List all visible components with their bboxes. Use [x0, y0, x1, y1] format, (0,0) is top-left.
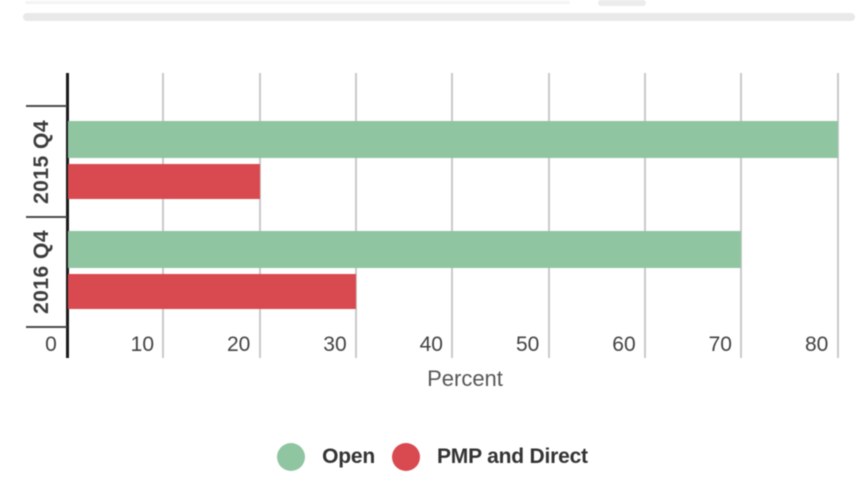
- category-label-1: 2016 Q4: [30, 229, 53, 315]
- category-label-0: 2015 Q4: [30, 119, 53, 204]
- gridline-50: [547, 73, 550, 358]
- legend-label: PMP and Direct: [437, 445, 588, 468]
- x-tick-label-0: 0: [45, 333, 57, 356]
- bar-2016-q4-pmp-and-direct: [68, 274, 356, 309]
- gridline-20: [258, 73, 261, 358]
- cropped-content-remnant-2: [598, 0, 646, 6]
- x-tick-label-40: 40: [419, 333, 443, 356]
- x-tick-label-60: 60: [612, 333, 636, 356]
- bar-2015-q4-pmp-and-direct: [68, 164, 260, 199]
- legend-item-pmp-and-direct: PMP and Direct: [392, 443, 588, 471]
- y-axis-line: [66, 73, 69, 358]
- x-tick-label-50: 50: [515, 333, 540, 356]
- gridline-60: [643, 73, 646, 358]
- legend-label: Open: [322, 445, 375, 468]
- x-tick-label-30: 30: [323, 333, 347, 356]
- x-axis-title: Percent: [427, 366, 503, 391]
- legend-item-open: Open: [277, 443, 375, 471]
- x-tick-label-20: 20: [226, 333, 251, 356]
- bar-2016-q4-open: [68, 231, 742, 268]
- gridline-10: [162, 73, 165, 358]
- legend: Open PMP and Direct: [0, 443, 865, 471]
- bar-2015-q4-open: [68, 121, 838, 158]
- gridline-30: [354, 73, 357, 358]
- x-tick-label-80: 80: [804, 333, 829, 356]
- y-category-tick-1: [26, 216, 67, 218]
- gridline-40: [451, 73, 454, 358]
- gridline-80: [836, 73, 839, 358]
- gridline-70: [740, 73, 743, 358]
- x-tick-label-10: 10: [130, 333, 155, 356]
- legend-dot-icon: [392, 443, 420, 471]
- cropped-content-remnant: [25, 1, 570, 4]
- y-category-tick-2: [26, 326, 67, 328]
- x-tick-label-70: 70: [708, 333, 732, 356]
- legend-dot-icon: [277, 443, 306, 471]
- top-divider-bar: [23, 13, 855, 21]
- y-category-tick-0: [26, 105, 67, 107]
